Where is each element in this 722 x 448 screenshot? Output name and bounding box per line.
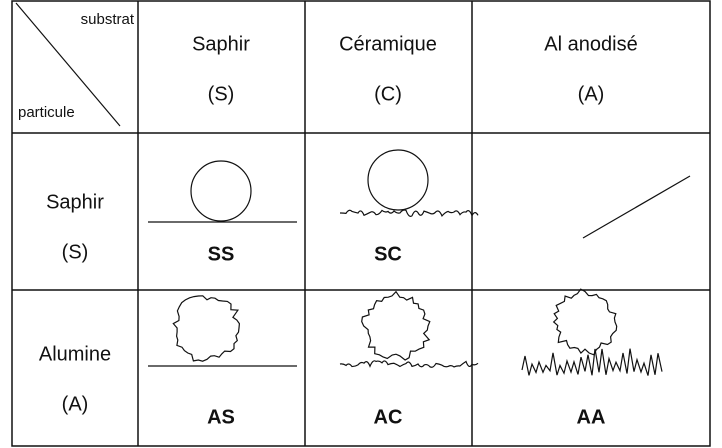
particle bbox=[361, 290, 431, 361]
table-border bbox=[11, 0, 711, 447]
cell-label: AS bbox=[207, 406, 235, 428]
row-header: Saphir bbox=[46, 191, 104, 213]
substrate bbox=[339, 360, 479, 368]
column-header: Céramique bbox=[339, 33, 437, 55]
row-code: (A) bbox=[62, 393, 89, 415]
empty-cell-slash bbox=[582, 175, 691, 239]
cell-label: AC bbox=[374, 406, 403, 428]
column-header: Al anodisé bbox=[544, 33, 637, 55]
particle bbox=[552, 288, 618, 356]
corner-column-label: substrat bbox=[81, 11, 135, 28]
row-header: Alumine bbox=[39, 343, 111, 365]
illustrations bbox=[148, 149, 663, 376]
column-code: (S) bbox=[208, 83, 235, 105]
column-code: (A) bbox=[578, 83, 605, 105]
corner-diagonal bbox=[15, 2, 121, 127]
column-header: Saphir bbox=[192, 33, 250, 55]
column-code: (C) bbox=[374, 83, 402, 105]
cell-label: SC bbox=[374, 243, 402, 265]
corner-row-label: particule bbox=[18, 104, 75, 121]
row-code: (S) bbox=[62, 241, 89, 263]
particle bbox=[172, 295, 241, 362]
particle bbox=[367, 149, 429, 211]
particle bbox=[190, 160, 252, 222]
substrate bbox=[339, 209, 479, 218]
substrate bbox=[521, 348, 663, 376]
cell-label: SS bbox=[208, 243, 235, 265]
cell-label: AA bbox=[577, 406, 606, 428]
